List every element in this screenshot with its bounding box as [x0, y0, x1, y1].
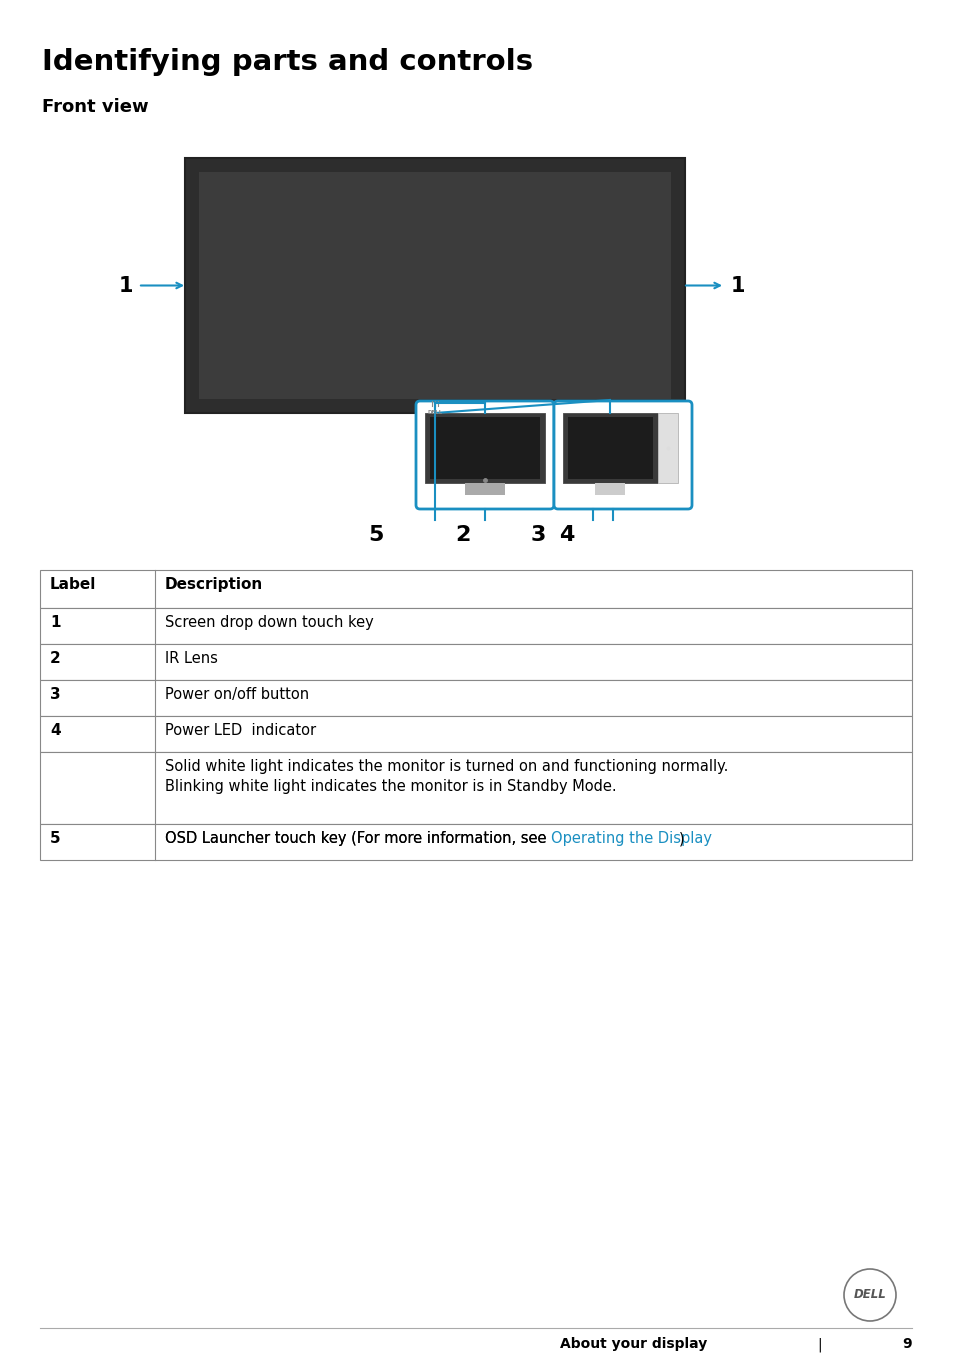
FancyBboxPatch shape	[554, 401, 691, 509]
Text: 4: 4	[558, 525, 574, 546]
Text: DELL: DELL	[427, 410, 442, 414]
Text: Description: Description	[165, 577, 263, 592]
Text: Operating the Display: Operating the Display	[551, 831, 711, 846]
Bar	[40, 570, 911, 608]
Text: Identifying parts and controls: Identifying parts and controls	[42, 47, 533, 76]
Text: Solid white light indicates the monitor is turned on and functioning normally.
B: Solid white light indicates the monitor …	[165, 760, 727, 793]
Text: 3: 3	[530, 525, 545, 546]
Bar	[658, 413, 678, 483]
Bar	[199, 172, 670, 399]
Bar	[424, 413, 544, 483]
Bar	[595, 483, 625, 496]
Text: ): )	[679, 831, 684, 846]
Text: 1: 1	[50, 615, 60, 630]
Bar	[40, 716, 911, 751]
Text: OSD Launcher touch key (For more information, see: OSD Launcher touch key (For more informa…	[165, 831, 551, 846]
Bar	[40, 751, 911, 825]
Text: 1: 1	[118, 275, 132, 295]
Bar	[562, 413, 658, 483]
Bar	[430, 417, 539, 479]
Bar	[40, 825, 911, 860]
Bar	[567, 417, 652, 479]
Text: 5: 5	[50, 831, 61, 846]
Text: 2: 2	[50, 651, 61, 666]
FancyBboxPatch shape	[416, 401, 554, 509]
Bar	[40, 608, 911, 645]
Text: IR Lens: IR Lens	[165, 651, 217, 666]
Text: 5: 5	[368, 525, 383, 546]
Text: Front view: Front view	[42, 97, 149, 116]
Bar	[185, 158, 684, 413]
Text: Power on/off button: Power on/off button	[165, 686, 309, 701]
Text: 9: 9	[902, 1336, 911, 1351]
Bar	[464, 483, 504, 496]
Text: 4: 4	[50, 723, 61, 738]
Text: About your display: About your display	[559, 1336, 706, 1351]
Text: Power LED  indicator: Power LED indicator	[165, 723, 315, 738]
Text: 2: 2	[455, 525, 470, 546]
Text: OSD Launcher touch key (For more information, see: OSD Launcher touch key (For more informa…	[165, 831, 551, 846]
Text: Screen drop down touch key: Screen drop down touch key	[165, 615, 374, 630]
Text: DELL: DELL	[853, 1289, 885, 1301]
Bar	[40, 680, 911, 716]
Text: 3: 3	[50, 686, 61, 701]
Text: 1: 1	[730, 275, 744, 295]
Text: |: |	[817, 1336, 821, 1351]
Text: Label: Label	[50, 577, 96, 592]
Bar	[40, 645, 911, 680]
